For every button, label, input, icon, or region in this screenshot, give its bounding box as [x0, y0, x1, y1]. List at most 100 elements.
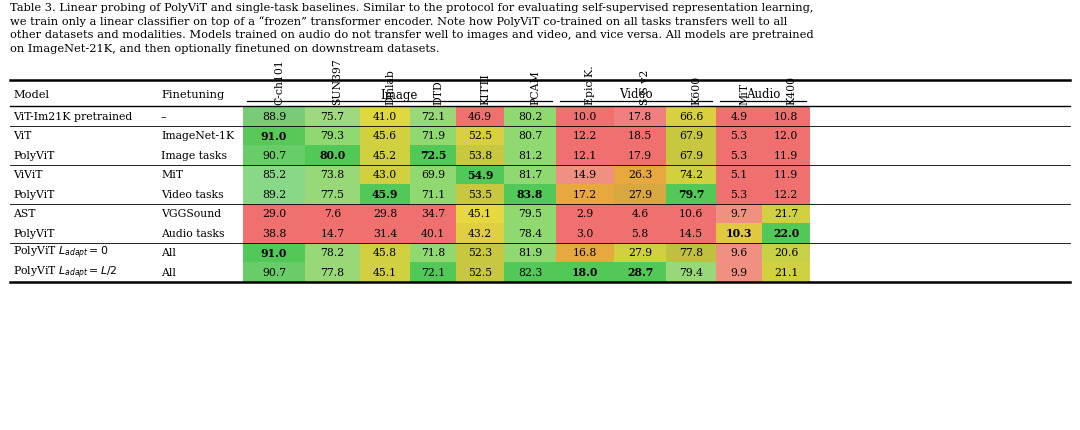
Bar	[410, 184, 456, 204]
Bar	[716, 184, 762, 204]
Bar	[556, 146, 615, 165]
Text: 17.2: 17.2	[572, 189, 597, 199]
Text: S-S v2: S-S v2	[640, 70, 650, 105]
Text: 82.3: 82.3	[517, 267, 542, 277]
Bar	[762, 146, 810, 165]
Bar	[410, 204, 456, 224]
Bar	[360, 243, 410, 262]
Text: 43.0: 43.0	[373, 170, 397, 180]
Text: 67.9: 67.9	[679, 131, 703, 141]
Text: 27.9: 27.9	[627, 248, 652, 258]
Bar	[360, 107, 410, 126]
Bar	[360, 126, 410, 146]
Bar	[243, 224, 305, 243]
Text: 67.9: 67.9	[679, 150, 703, 160]
Text: 53.8: 53.8	[468, 150, 492, 160]
Text: KITTI: KITTI	[480, 73, 490, 105]
Bar	[410, 243, 456, 262]
Bar	[615, 243, 666, 262]
Text: 17.8: 17.8	[627, 111, 652, 121]
Text: we train only a linear classifier on top of a “frozen” transformer encoder. Note: we train only a linear classifier on top…	[10, 16, 787, 27]
Text: 75.7: 75.7	[321, 111, 345, 121]
Text: 3.0: 3.0	[577, 228, 594, 238]
Text: 53.5: 53.5	[468, 189, 492, 199]
Text: MiT: MiT	[739, 83, 750, 105]
Bar	[666, 224, 716, 243]
Bar	[504, 126, 556, 146]
Bar	[410, 146, 456, 165]
Text: 85.2: 85.2	[261, 170, 286, 180]
Text: 52.5: 52.5	[468, 131, 492, 141]
Text: Video: Video	[619, 88, 652, 101]
Text: 31.4: 31.4	[373, 228, 397, 238]
Bar	[305, 126, 360, 146]
Bar	[456, 204, 504, 224]
Text: 72.1: 72.1	[421, 267, 445, 277]
Text: 14.5: 14.5	[679, 228, 703, 238]
Text: MiT: MiT	[161, 170, 183, 180]
Bar	[615, 146, 666, 165]
Text: PolyViT $L_{adapt}=L/2$: PolyViT $L_{adapt}=L/2$	[13, 264, 118, 280]
Text: 10.3: 10.3	[726, 228, 753, 239]
Text: 79.4: 79.4	[679, 267, 703, 277]
Text: Audio: Audio	[746, 88, 780, 101]
Text: ViT: ViT	[13, 131, 31, 141]
Bar	[556, 243, 615, 262]
Text: 21.1: 21.1	[773, 267, 798, 277]
Text: 79.5: 79.5	[518, 209, 542, 219]
Text: 77.5: 77.5	[321, 189, 345, 199]
Bar	[305, 184, 360, 204]
Bar	[456, 146, 504, 165]
Text: 80.7: 80.7	[518, 131, 542, 141]
Bar	[456, 243, 504, 262]
Text: 5.3: 5.3	[730, 150, 747, 160]
Bar	[360, 146, 410, 165]
Bar	[762, 243, 810, 262]
Bar	[360, 204, 410, 224]
Text: 26.3: 26.3	[627, 170, 652, 180]
Bar	[243, 165, 305, 184]
Bar	[456, 107, 504, 126]
Text: 29.0: 29.0	[261, 209, 286, 219]
Bar	[456, 224, 504, 243]
Bar	[556, 262, 615, 282]
Bar	[504, 224, 556, 243]
Text: 80.0: 80.0	[320, 150, 346, 161]
Bar	[410, 224, 456, 243]
Text: 52.3: 52.3	[468, 248, 492, 258]
Bar	[716, 262, 762, 282]
Bar	[615, 184, 666, 204]
Text: 83.8: 83.8	[517, 189, 543, 200]
Text: 10.6: 10.6	[679, 209, 703, 219]
Bar	[666, 126, 716, 146]
Text: PolyViT $L_{adapt}=0$: PolyViT $L_{adapt}=0$	[13, 245, 108, 261]
Text: 18.5: 18.5	[627, 131, 652, 141]
Bar	[305, 224, 360, 243]
Bar	[666, 243, 716, 262]
Text: 89.2: 89.2	[261, 189, 286, 199]
Text: 10.0: 10.0	[572, 111, 597, 121]
Bar	[410, 107, 456, 126]
Text: 52.5: 52.5	[468, 267, 492, 277]
Bar	[615, 224, 666, 243]
Text: 73.8: 73.8	[321, 170, 345, 180]
Text: 10.8: 10.8	[773, 111, 798, 121]
Text: 74.2: 74.2	[679, 170, 703, 180]
Bar	[305, 146, 360, 165]
Bar	[615, 165, 666, 184]
Text: 29.8: 29.8	[373, 209, 397, 219]
Bar	[305, 262, 360, 282]
Bar	[556, 204, 615, 224]
Text: K400: K400	[786, 76, 796, 105]
Text: 81.9: 81.9	[518, 248, 542, 258]
Text: 18.0: 18.0	[571, 267, 598, 278]
Bar	[666, 204, 716, 224]
Text: 46.9: 46.9	[468, 111, 492, 121]
Text: 45.1: 45.1	[373, 267, 397, 277]
Bar	[615, 126, 666, 146]
Text: 45.8: 45.8	[373, 248, 397, 258]
Text: 79.7: 79.7	[678, 189, 704, 200]
Bar	[410, 165, 456, 184]
Text: 41.0: 41.0	[373, 111, 397, 121]
Text: 80.2: 80.2	[517, 111, 542, 121]
